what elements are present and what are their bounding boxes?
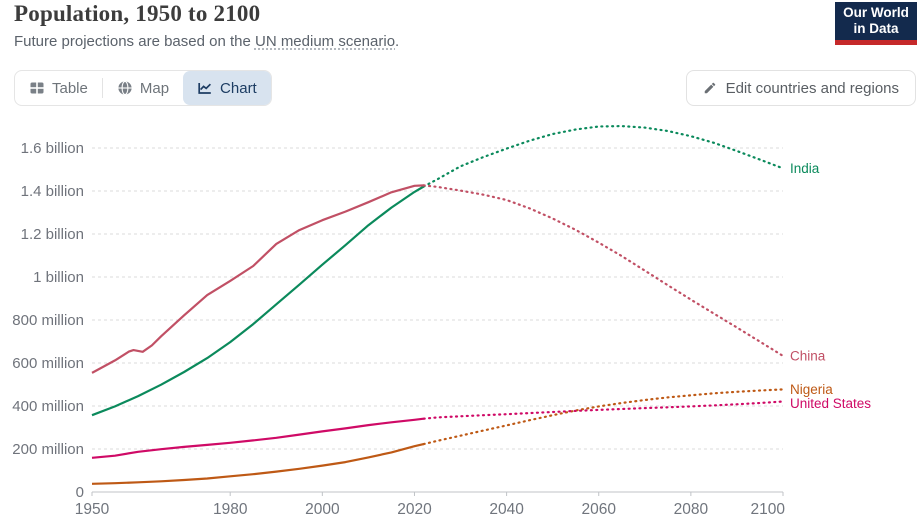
subtitle-period: . [395,33,400,50]
series-label-united-states[interactable]: United States [790,396,871,411]
y-axis-tick-label: 1.6 billion [21,140,84,157]
owid-logo-red-bar [835,40,917,45]
series-line-nigeria-projection[interactable] [422,388,785,446]
series-label-india[interactable]: India [790,161,820,176]
y-axis-tick-label: 800 million [12,312,84,329]
tab-chart-label: Chart [220,79,257,97]
owid-logo[interactable]: Our World in Data [835,2,917,40]
tab-table[interactable]: Table [15,71,102,105]
series-line-nigeria-history[interactable] [91,443,424,485]
series-label-nigeria[interactable]: Nigeria [790,382,833,397]
line-chart-icon [197,80,213,96]
series-label-china[interactable]: China [790,348,826,363]
tab-table-label: Table [52,79,88,97]
series-line-china-history[interactable] [91,184,424,374]
y-axis-tick-label: 1.4 billion [21,183,84,200]
y-axis-tick-label: 1.2 billion [21,226,84,243]
x-axis-tick-label: 2060 [581,501,616,518]
series-line-united-states-projection[interactable] [422,400,785,420]
x-axis-tick-label: 2020 [397,501,432,518]
x-axis-tick-label: 2000 [305,501,340,518]
globe-icon [117,80,133,96]
y-axis-tick-label: 600 million [12,355,84,372]
chart-subtitle: Future projections are based on the UN m… [14,33,399,50]
subtitle-text: Future projections are based on the [14,33,255,50]
tab-map-label: Map [139,79,170,97]
tab-map[interactable]: Map [103,71,183,105]
tab-chart[interactable]: Chart [183,71,271,105]
tab-separator [101,78,103,98]
table-icon [29,80,45,96]
x-axis-tick-label: 2080 [674,501,709,518]
series-line-india-history[interactable] [91,185,425,417]
owid-logo-line2: in Data [853,21,899,36]
view-tabs: Table Map Chart [14,70,272,106]
x-axis-tick-label: 2100 [751,501,786,518]
x-axis-tick-label: 1980 [213,501,248,518]
edit-countries-button[interactable]: Edit countries and regions [685,70,916,106]
pencil-icon [703,81,717,95]
page-title: Population, 1950 to 2100 [14,1,261,26]
edit-countries-label: Edit countries and regions [725,79,899,97]
y-axis-tick-label: 1 billion [33,269,84,286]
series-line-united-states-history[interactable] [91,417,424,459]
y-axis-tick-label: 400 million [12,398,84,415]
y-axis-tick-label: 0 [76,484,84,501]
series-line-china-projection[interactable] [422,184,785,357]
x-axis-tick-label: 2040 [489,501,524,518]
series-line-india-projection[interactable] [422,124,785,188]
subtitle-link[interactable]: UN medium scenario [254,33,396,50]
x-axis-tick-label: 1950 [75,501,110,518]
y-axis-tick-label: 200 million [12,441,84,458]
owid-logo-line1: Our World [843,5,909,20]
